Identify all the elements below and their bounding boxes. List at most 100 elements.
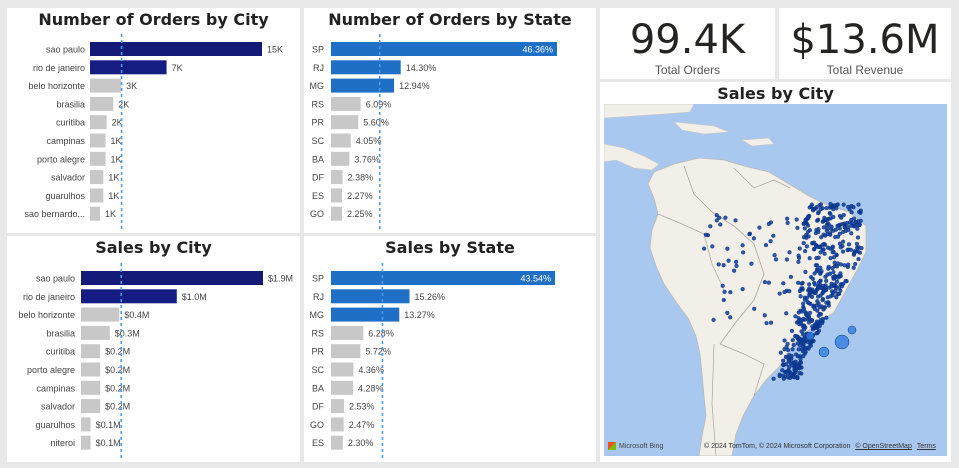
- city-point[interactable]: [790, 338, 795, 343]
- city-point[interactable]: [806, 223, 811, 228]
- city-point-large[interactable]: [834, 334, 850, 350]
- city-point[interactable]: [859, 246, 864, 251]
- city-point[interactable]: [747, 232, 752, 237]
- city-point[interactable]: [835, 234, 841, 239]
- city-point[interactable]: [837, 213, 843, 218]
- city-point[interactable]: [749, 261, 754, 266]
- city-point[interactable]: [762, 280, 767, 285]
- city-point[interactable]: [822, 251, 827, 256]
- bar[interactable]: [331, 289, 410, 304]
- city-point[interactable]: [854, 241, 859, 246]
- city-point[interactable]: [841, 281, 846, 286]
- city-point[interactable]: [801, 306, 806, 311]
- city-point[interactable]: [769, 320, 774, 325]
- city-point[interactable]: [849, 231, 854, 236]
- bar[interactable]: [81, 399, 101, 414]
- bar[interactable]: [81, 380, 101, 395]
- city-point[interactable]: [841, 212, 846, 218]
- city-point[interactable]: [795, 363, 800, 369]
- sales-map-panel[interactable]: Sales by City Microsoft Bing © 2024 TomT…: [600, 82, 951, 462]
- sales-by-city-panel[interactable]: Sales by City sao paulo $1.9M rio de janei…: [7, 236, 300, 462]
- city-point[interactable]: [778, 350, 783, 355]
- city-point[interactable]: [766, 280, 771, 285]
- city-point[interactable]: [717, 215, 722, 220]
- city-point[interactable]: [807, 310, 813, 315]
- city-point[interactable]: [764, 321, 769, 326]
- city-point[interactable]: [804, 296, 809, 301]
- city-point[interactable]: [740, 243, 745, 248]
- city-point[interactable]: [802, 226, 807, 231]
- city-point[interactable]: [787, 289, 792, 294]
- sales-by-city-chart[interactable]: sao paulo $1.9M rio de janeiro $1.0M belo ho…: [7, 236, 300, 462]
- bar[interactable]: [331, 206, 342, 221]
- city-point[interactable]: [820, 297, 825, 303]
- city-point[interactable]: [807, 205, 812, 210]
- city-point[interactable]: [812, 247, 817, 252]
- city-point[interactable]: [831, 214, 836, 220]
- city-point[interactable]: [726, 258, 731, 263]
- city-point[interactable]: [828, 211, 833, 216]
- city-point[interactable]: [828, 294, 833, 299]
- city-point[interactable]: [813, 231, 818, 236]
- orders-by-state-panel[interactable]: Number of Orders by State SP 46.36% RJ 14.3…: [304, 8, 596, 233]
- city-point[interactable]: [823, 274, 828, 279]
- city-point[interactable]: [802, 323, 807, 328]
- city-point[interactable]: [835, 223, 840, 228]
- city-point[interactable]: [826, 266, 831, 271]
- orders-by-state-chart[interactable]: SP 46.36% RJ 14.30% MG 12.94% RS 6.09% PR 5.60% SC…: [304, 8, 596, 233]
- city-point[interactable]: [806, 314, 811, 319]
- bar[interactable]: [331, 325, 364, 340]
- city-point[interactable]: [784, 257, 789, 262]
- bar[interactable]: [331, 96, 361, 111]
- city-point[interactable]: [728, 315, 733, 320]
- city-point[interactable]: [725, 246, 730, 251]
- city-point[interactable]: [807, 282, 812, 287]
- city-point[interactable]: [771, 376, 776, 381]
- city-point[interactable]: [794, 375, 799, 380]
- city-point[interactable]: [708, 224, 713, 229]
- sales-map[interactable]: [604, 104, 947, 456]
- city-point[interactable]: [817, 203, 822, 208]
- city-point[interactable]: [797, 370, 802, 376]
- city-point[interactable]: [797, 246, 802, 251]
- bar[interactable]: [90, 151, 106, 166]
- city-point[interactable]: [785, 355, 790, 360]
- city-point[interactable]: [777, 291, 782, 296]
- city-point[interactable]: [794, 217, 799, 222]
- city-point[interactable]: [841, 239, 846, 244]
- city-point[interactable]: [852, 223, 857, 228]
- city-point[interactable]: [716, 262, 721, 267]
- city-point[interactable]: [796, 310, 801, 315]
- orders-by-city-chart[interactable]: sao paulo 15K rio de janeiro 7K belo horizon…: [7, 8, 300, 233]
- city-point[interactable]: [814, 288, 819, 294]
- city-point[interactable]: [804, 235, 809, 240]
- city-point[interactable]: [802, 317, 807, 322]
- city-point[interactable]: [757, 225, 762, 230]
- city-point[interactable]: [810, 276, 815, 281]
- city-point[interactable]: [843, 278, 848, 284]
- city-point[interactable]: [823, 233, 828, 238]
- bar[interactable]: [81, 344, 101, 359]
- bar[interactable]: [81, 417, 91, 432]
- city-point[interactable]: [721, 297, 726, 303]
- city-point[interactable]: [831, 206, 836, 212]
- bar[interactable]: [331, 188, 343, 203]
- city-point[interactable]: [827, 205, 832, 210]
- city-point[interactable]: [797, 288, 802, 294]
- city-point[interactable]: [784, 362, 789, 367]
- city-point[interactable]: [825, 245, 831, 250]
- city-point[interactable]: [796, 280, 801, 285]
- city-point[interactable]: [806, 301, 812, 306]
- bar[interactable]: [331, 399, 345, 414]
- city-point[interactable]: [848, 247, 853, 252]
- city-point[interactable]: [733, 218, 738, 223]
- city-point[interactable]: [830, 250, 835, 255]
- city-point[interactable]: [828, 232, 833, 237]
- city-point[interactable]: [835, 275, 841, 280]
- city-point[interactable]: [701, 246, 707, 251]
- city-point[interactable]: [849, 210, 854, 215]
- bar[interactable]: [331, 271, 555, 285]
- city-point[interactable]: [789, 328, 795, 333]
- city-point[interactable]: [703, 232, 708, 237]
- city-points[interactable]: [701, 201, 864, 381]
